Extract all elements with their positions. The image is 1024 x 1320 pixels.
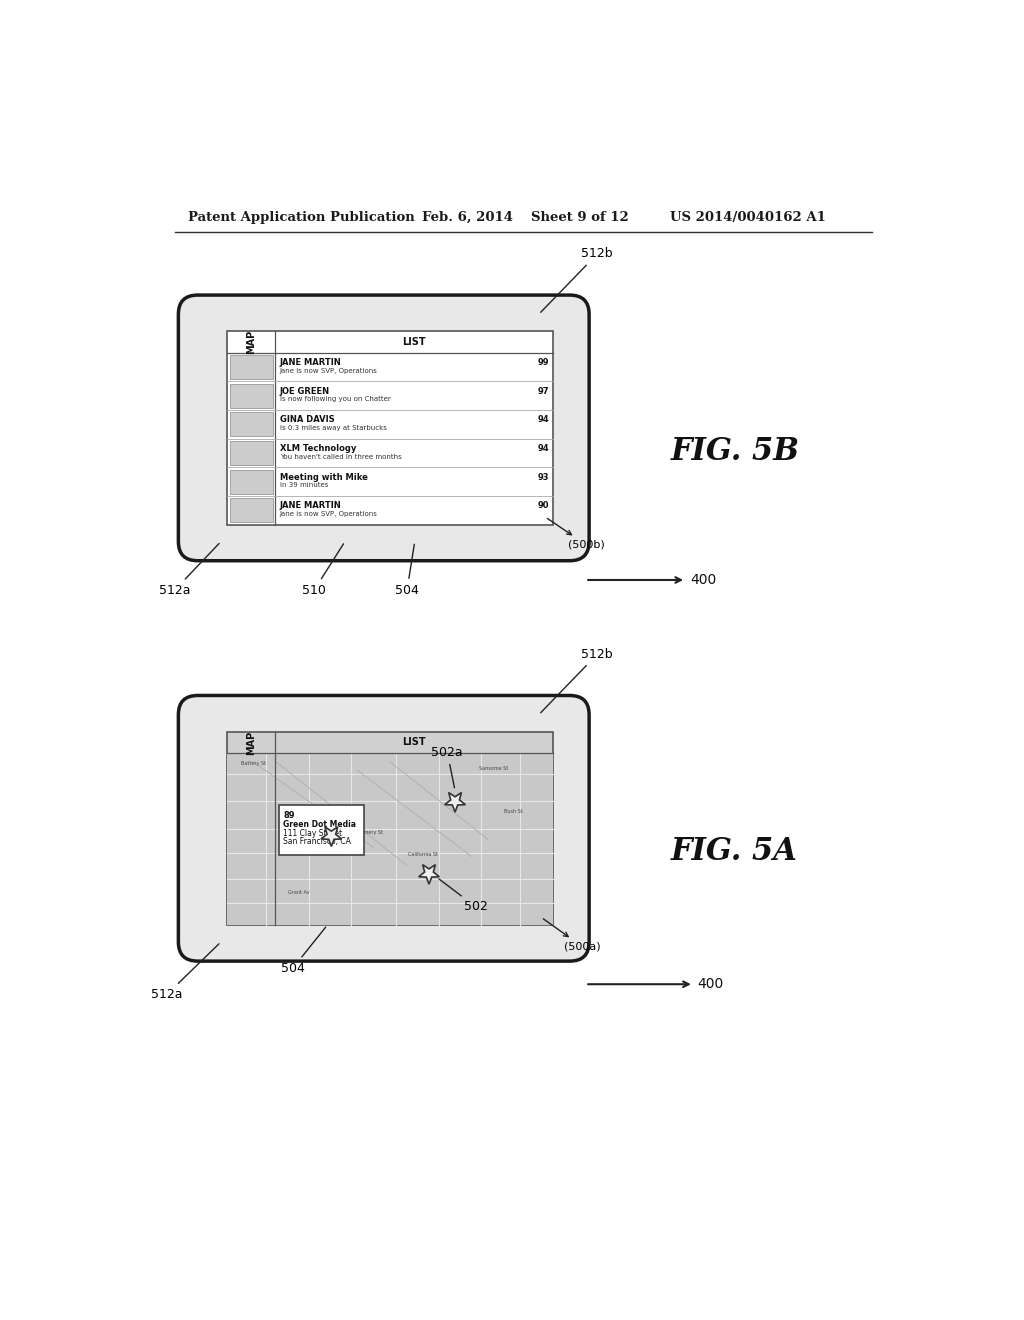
Text: 502a: 502a (431, 746, 463, 788)
Text: 94: 94 (538, 416, 549, 425)
Text: 504: 504 (281, 927, 326, 975)
Text: Grant Av: Grant Av (288, 890, 309, 895)
Bar (229, 412, 273, 437)
Text: In 39 minutes: In 39 minutes (280, 482, 329, 488)
Text: Jane is now SVP, Operations: Jane is now SVP, Operations (280, 368, 378, 374)
Text: 400: 400 (697, 977, 724, 991)
Text: 512b: 512b (541, 247, 613, 313)
Text: XLM Technology: XLM Technology (280, 444, 356, 453)
Bar (227, 731, 553, 925)
Text: (500a): (500a) (544, 919, 601, 952)
Text: Montgomery St: Montgomery St (345, 830, 383, 836)
Text: 97: 97 (538, 387, 549, 396)
Text: Feb. 6, 2014: Feb. 6, 2014 (423, 211, 513, 224)
Text: FIG. 5A: FIG. 5A (671, 836, 798, 867)
FancyBboxPatch shape (178, 696, 589, 961)
Text: Meeting with Mike: Meeting with Mike (280, 473, 368, 482)
Text: Is now following you on Chatter: Is now following you on Chatter (280, 396, 390, 403)
Text: California St: California St (408, 853, 437, 857)
Bar (229, 441, 273, 465)
Text: 94: 94 (538, 444, 549, 453)
Text: 512b: 512b (541, 648, 613, 713)
Bar (229, 498, 273, 523)
Text: JOE GREEN: JOE GREEN (280, 387, 330, 396)
Polygon shape (444, 792, 465, 812)
FancyBboxPatch shape (178, 296, 589, 561)
Text: 400: 400 (690, 573, 716, 587)
Polygon shape (322, 826, 342, 846)
Text: LIST: LIST (402, 337, 426, 347)
Text: 111 Clay Street: 111 Clay Street (283, 829, 342, 838)
Text: Jane is now SVP, Operations: Jane is now SVP, Operations (280, 511, 378, 517)
Bar (227, 331, 553, 524)
Text: 512a: 512a (159, 544, 219, 597)
Text: LIST: LIST (402, 738, 426, 747)
Text: 93: 93 (538, 473, 549, 482)
Text: MAP: MAP (246, 330, 256, 354)
Text: 510: 510 (302, 544, 343, 597)
Bar (229, 384, 273, 408)
Text: JANE MARTIN: JANE MARTIN (280, 358, 342, 367)
Text: GINA DAVIS: GINA DAVIS (280, 416, 335, 425)
Text: MAP: MAP (246, 730, 256, 755)
Text: JANE MARTIN: JANE MARTIN (280, 502, 342, 511)
Text: 512a: 512a (151, 944, 219, 1001)
Text: 90: 90 (538, 502, 549, 511)
Text: Patent Application Publication: Patent Application Publication (188, 211, 415, 224)
Bar (227, 754, 553, 925)
Bar (229, 355, 273, 379)
Text: FIG. 5B: FIG. 5B (671, 436, 800, 466)
Text: Battery St: Battery St (241, 762, 266, 766)
Text: Sansome St: Sansome St (479, 767, 509, 771)
Text: Is 0.3 miles away at Starbucks: Is 0.3 miles away at Starbucks (280, 425, 387, 430)
Text: 99: 99 (538, 358, 549, 367)
Polygon shape (419, 865, 439, 884)
Text: Green Dot Media: Green Dot Media (283, 820, 356, 829)
Text: You haven't called in three months: You haven't called in three months (280, 454, 401, 459)
Text: Sheet 9 of 12: Sheet 9 of 12 (531, 211, 629, 224)
Text: 502: 502 (439, 879, 487, 913)
Text: US 2014/0040162 A1: US 2014/0040162 A1 (671, 211, 826, 224)
Text: 504: 504 (395, 544, 419, 597)
Bar (280, 805, 365, 855)
Text: (500b): (500b) (547, 519, 605, 550)
Text: 89: 89 (283, 810, 295, 820)
Text: San Francisco, CA: San Francisco, CA (283, 837, 351, 846)
Bar (229, 470, 273, 494)
Text: Bush St: Bush St (504, 809, 523, 814)
